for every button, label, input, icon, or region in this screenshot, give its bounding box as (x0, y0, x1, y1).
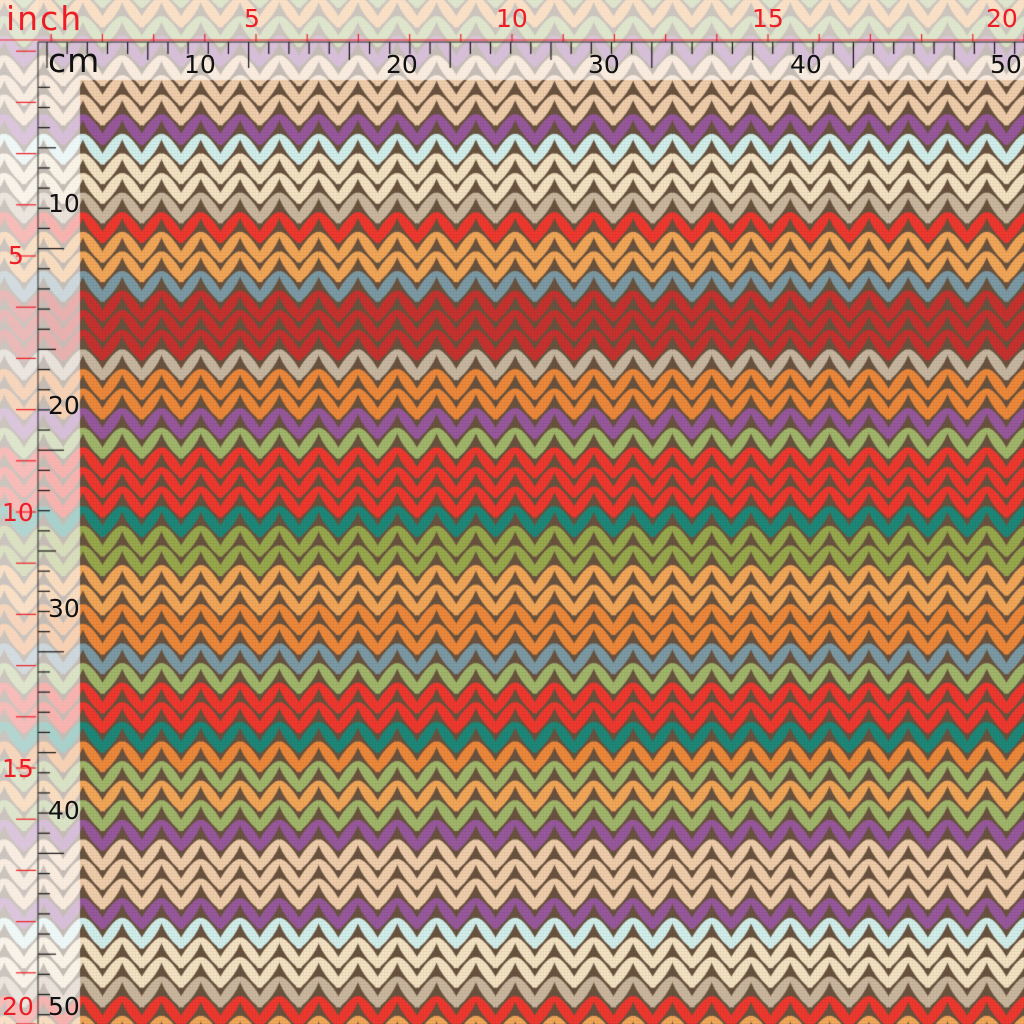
left-cm-tick-10: 10 (48, 189, 80, 218)
left-inch-tick-5: 5 (8, 241, 24, 270)
top-cm-tick-50: 50 (990, 50, 1022, 79)
top-inch-tick-15: 15 (752, 4, 784, 33)
left-cm-tick-40: 40 (48, 796, 80, 825)
left-inch-tick-20: 20 (2, 992, 34, 1021)
top-inch-tick-10: 10 (496, 4, 528, 33)
top-cm-tick-20: 20 (386, 50, 418, 79)
left-inch-tick-10: 10 (2, 498, 34, 527)
cm-unit-label: cm (48, 41, 101, 80)
top-inch-tick-20: 20 (986, 4, 1018, 33)
top-cm-tick-40: 40 (790, 50, 822, 79)
top-cm-tick-30: 30 (588, 50, 620, 79)
left-cm-tick-30: 30 (48, 594, 80, 623)
left-cm-tick-20: 20 (48, 391, 80, 420)
left-inch-tick-15: 15 (2, 754, 34, 783)
inch-unit-label: inch (6, 0, 84, 38)
top-inch-tick-5: 5 (244, 4, 260, 33)
top-cm-tick-10: 10 (184, 50, 216, 79)
left-cm-tick-50: 50 (48, 992, 80, 1021)
